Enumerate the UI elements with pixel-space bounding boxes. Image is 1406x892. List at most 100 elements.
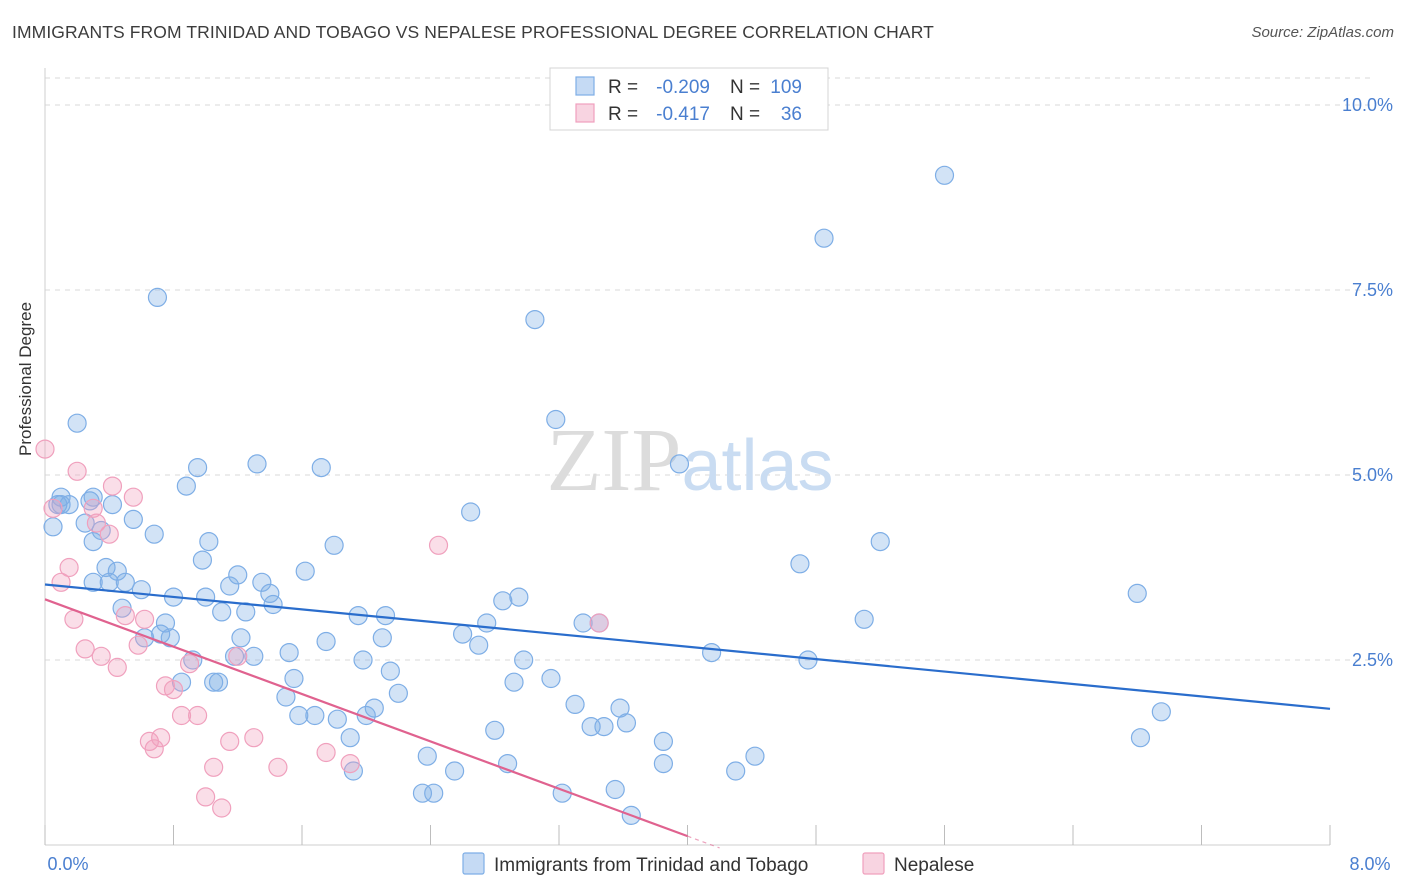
data-point-trinidad <box>790 554 810 574</box>
data-point-nepalese <box>204 757 224 777</box>
data-point-trinidad <box>204 672 224 692</box>
data-point-trinidad <box>364 698 384 718</box>
data-point-trinidad <box>131 580 151 600</box>
stats-r-label: R = <box>608 104 638 125</box>
x-tick-label-max: 8.0% <box>1349 854 1390 874</box>
stats-legend-swatch <box>575 103 595 123</box>
data-point-trinidad <box>115 572 135 592</box>
data-point-nepalese <box>75 639 95 659</box>
data-point-nepalese <box>102 476 123 496</box>
data-point-trinidad <box>316 631 336 652</box>
data-point-nepalese <box>83 498 103 518</box>
data-point-trinidad <box>525 310 545 330</box>
data-point-nepalese <box>340 753 360 774</box>
data-point-trinidad <box>514 650 534 670</box>
legend-swatch <box>862 852 885 875</box>
data-point-trinidad <box>453 624 473 644</box>
data-point-trinidad <box>305 705 325 726</box>
stats-n-label: N = <box>730 104 760 125</box>
trend-line-nepalese <box>44 598 688 838</box>
data-point-trinidad <box>412 783 433 803</box>
data-point-trinidad <box>814 228 834 248</box>
data-point-nepalese <box>268 757 288 777</box>
legend-swatch <box>462 852 485 875</box>
data-point-nepalese <box>99 524 119 544</box>
stats-r-label: R = <box>608 77 638 98</box>
data-point-nepalese <box>220 731 240 752</box>
data-point-nepalese <box>107 657 127 678</box>
data-point-nepalese <box>123 487 143 507</box>
data-point-trinidad <box>493 591 513 611</box>
data-point-trinidad <box>541 668 561 689</box>
data-point-nepalese <box>187 705 208 726</box>
data-point-nepalese <box>128 635 148 655</box>
data-point-trinidad <box>67 413 87 433</box>
data-point-nepalese <box>115 605 135 626</box>
data-point-nepalese <box>86 513 107 533</box>
data-point-trinidad <box>51 487 71 507</box>
data-point-trinidad <box>605 779 625 800</box>
data-point-nepalese <box>171 705 192 726</box>
data-point-trinidad <box>1130 728 1151 748</box>
stats-legend-box <box>549 67 829 131</box>
data-point-trinidad <box>260 583 280 604</box>
data-point-trinidad <box>208 672 229 692</box>
data-point-trinidad <box>59 495 79 515</box>
data-point-trinidad <box>653 731 674 752</box>
data-point-trinidad <box>669 454 690 474</box>
data-point-trinidad <box>353 650 373 670</box>
data-point-trinidad <box>565 694 585 715</box>
stats-n-value: 109 <box>770 77 802 98</box>
y-tick-label: 5.0% <box>1352 465 1393 485</box>
data-point-nepalese <box>134 609 155 629</box>
data-point-trinidad <box>573 613 593 633</box>
trend-line-nepalese-extension <box>687 835 720 849</box>
data-point-trinidad <box>653 753 674 774</box>
data-point-trinidad <box>616 713 637 733</box>
data-point-nepalese <box>212 798 232 818</box>
data-point-trinidad <box>870 531 890 552</box>
data-point-trinidad <box>228 565 248 585</box>
source-label: Source: ZipAtlas.com <box>1251 24 1394 41</box>
x-tick-label-min: 0.0% <box>47 854 88 874</box>
data-point-trinidad <box>252 572 272 592</box>
data-point-trinidad <box>43 517 63 537</box>
data-point-trinidad <box>311 458 331 478</box>
stats-n-label: N = <box>730 77 760 98</box>
data-point-trinidad <box>854 609 874 629</box>
data-point-trinidad <box>263 594 283 615</box>
data-point-trinidad <box>83 572 103 592</box>
data-point-nepalese <box>151 728 171 748</box>
data-point-trinidad <box>244 646 264 666</box>
data-point-trinidad <box>469 635 489 655</box>
y-tick-label: 10.0% <box>1342 95 1393 115</box>
data-point-nepalese <box>59 557 79 578</box>
data-point-nepalese <box>196 787 216 807</box>
stats-legend-swatch <box>575 76 595 96</box>
chart-title: IMMIGRANTS FROM TRINIDAD AND TOBAGO VS N… <box>12 22 934 42</box>
data-point-trinidad <box>176 476 196 496</box>
data-point-trinidad <box>504 672 524 692</box>
trend-line-trinidad <box>44 583 1331 710</box>
data-point-trinidad <box>284 668 304 689</box>
data-point-trinidad <box>212 602 232 622</box>
y-tick-label: 7.5% <box>1352 280 1393 300</box>
data-point-trinidad <box>424 783 444 803</box>
data-point-trinidad <box>388 683 408 703</box>
data-point-trinidad <box>594 716 614 737</box>
data-point-nepalese <box>43 498 63 518</box>
data-point-trinidad <box>1151 702 1171 722</box>
data-point-nepalese <box>428 535 449 555</box>
data-point-nepalese <box>228 646 248 666</box>
data-point-trinidad <box>485 720 505 740</box>
data-point-trinidad <box>546 409 566 430</box>
data-point-trinidad <box>461 502 481 522</box>
stats-r-value: -0.209 <box>656 77 710 98</box>
y-tick-label: 2.5% <box>1352 650 1393 670</box>
data-point-trinidad <box>220 576 240 596</box>
data-point-trinidad <box>96 557 116 578</box>
data-point-trinidad <box>83 531 103 552</box>
data-point-trinidad <box>160 628 180 648</box>
data-point-nepalese <box>244 728 264 748</box>
